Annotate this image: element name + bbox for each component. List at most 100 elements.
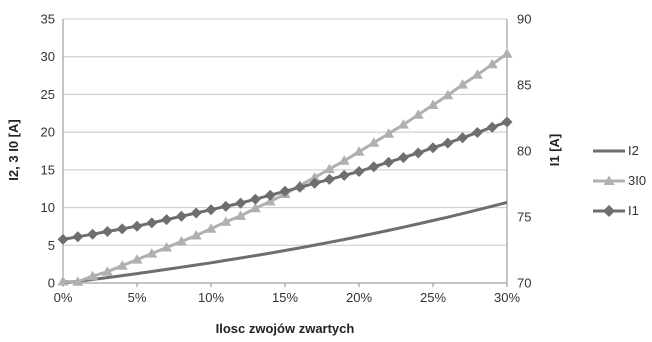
- data-point-I1: [501, 116, 513, 128]
- left-y-tick-label: 20: [41, 125, 55, 140]
- data-point-3I0: [131, 254, 143, 264]
- right-y-tick-label: 70: [517, 276, 531, 291]
- x-tick-label: 25%: [420, 290, 446, 305]
- data-point-I1: [412, 147, 424, 159]
- data-point-I1: [235, 197, 247, 209]
- axes: [62, 19, 508, 287]
- data-point-3I0: [309, 171, 321, 182]
- data-point-I1: [486, 121, 498, 133]
- data-point-I1: [427, 142, 439, 154]
- data-point-3I0: [101, 266, 113, 276]
- right-y-axis-title: I1 [A]: [547, 134, 562, 167]
- data-point-I1: [442, 137, 454, 149]
- data-point-I1: [471, 127, 483, 138]
- data-point-I1: [146, 217, 158, 229]
- data-point-I1: [323, 173, 335, 185]
- legend-label-I2: I2: [628, 143, 639, 158]
- legend-item-3I0: 3I0: [593, 173, 646, 188]
- data-point-3I0: [397, 119, 409, 129]
- data-point-3I0: [249, 202, 261, 213]
- right-y-tick-label: 80: [517, 144, 531, 159]
- data-point-3I0: [442, 89, 454, 100]
- data-point-I1: [457, 132, 469, 144]
- left-y-tick-label: 5: [48, 238, 55, 253]
- legend-item-I1: I1: [593, 203, 639, 218]
- data-point-3I0: [353, 146, 365, 156]
- x-tick-label: 10%: [198, 290, 224, 305]
- data-point-3I0: [383, 128, 395, 138]
- data-point-3I0: [264, 196, 276, 206]
- data-point-3I0: [161, 242, 173, 252]
- data-point-I1: [368, 161, 380, 173]
- data-point-3I0: [146, 248, 158, 258]
- data-point-I1: [397, 152, 409, 164]
- series-3I0: [57, 48, 513, 286]
- data-point-3I0: [116, 260, 128, 270]
- data-point-I1: [116, 223, 128, 235]
- data-point-3I0: [427, 99, 439, 109]
- right-y-tick-label: 90: [517, 12, 531, 27]
- data-point-3I0: [205, 223, 217, 233]
- data-point-I1: [309, 177, 321, 189]
- data-point-I1: [220, 200, 232, 212]
- data-point-3I0: [190, 230, 202, 240]
- x-tick-label: 30%: [494, 290, 520, 305]
- legend-marker-I1: [603, 205, 615, 217]
- data-point-I1: [72, 231, 84, 243]
- series-I2: [62, 200, 508, 285]
- right-y-tick-label: 85: [517, 78, 531, 93]
- data-point-I1: [383, 156, 395, 168]
- left-y-tick-label: 0: [48, 276, 55, 291]
- data-point-3I0: [412, 109, 424, 119]
- series-I1: [57, 116, 513, 245]
- right-y-tick-label: 75: [517, 210, 531, 225]
- data-point-I1: [249, 193, 261, 205]
- data-point-3I0: [338, 155, 350, 165]
- left-y-tick-label: 25: [41, 87, 55, 102]
- gridlines: [63, 18, 507, 284]
- data-point-I1: [205, 204, 217, 216]
- data-point-I1: [131, 220, 143, 232]
- left-y-tick-label: 15: [41, 162, 55, 177]
- data-point-I1: [101, 226, 113, 237]
- data-point-I1: [175, 210, 187, 222]
- data-point-I1: [264, 189, 276, 201]
- data-point-I1: [338, 169, 350, 181]
- data-point-I1: [190, 207, 202, 219]
- series-layer: [57, 48, 513, 286]
- series-line-3I0: [62, 52, 508, 284]
- data-point-3I0: [57, 276, 69, 286]
- legend-marker-3I0: [603, 175, 615, 185]
- x-tick-label: 20%: [346, 290, 372, 305]
- left-y-tick-label: 30: [41, 49, 55, 64]
- left-y-axis-title: I2, 3 I0 [A]: [6, 119, 21, 180]
- data-point-3I0: [175, 236, 187, 246]
- data-point-3I0: [220, 216, 232, 226]
- data-point-I1: [57, 233, 69, 245]
- data-point-I1: [87, 228, 99, 240]
- data-point-I1: [294, 181, 306, 193]
- left-y-tick-label: 10: [41, 200, 55, 215]
- series-line-I2: [62, 200, 508, 285]
- data-point-3I0: [87, 270, 99, 281]
- data-point-I1: [161, 214, 173, 226]
- data-point-3I0: [471, 69, 483, 79]
- x-tick-label: 0%: [54, 290, 73, 305]
- tick-labels: 0 5 10 15 20 25 30 35 70 75 80 85 90 0% 5% 10% 15% 20% 25%…: [41, 12, 532, 306]
- data-point-3I0: [323, 163, 335, 174]
- data-point-I1: [279, 185, 291, 197]
- x-tick-label: 15%: [272, 290, 298, 305]
- legend-label-I1: I1: [628, 203, 639, 218]
- data-point-I1: [353, 166, 365, 177]
- x-tick-label: 5%: [128, 290, 147, 305]
- data-point-3I0: [368, 137, 380, 147]
- data-point-3I0: [72, 276, 84, 286]
- x-axis-title: Ilosc zwojów zwartych: [216, 321, 355, 336]
- data-point-3I0: [235, 210, 247, 220]
- legend: I2 3I0 I1: [593, 143, 646, 218]
- data-point-3I0: [486, 58, 498, 69]
- left-y-tick-label: 35: [41, 12, 55, 27]
- legend-label-3I0: 3I0: [628, 173, 646, 188]
